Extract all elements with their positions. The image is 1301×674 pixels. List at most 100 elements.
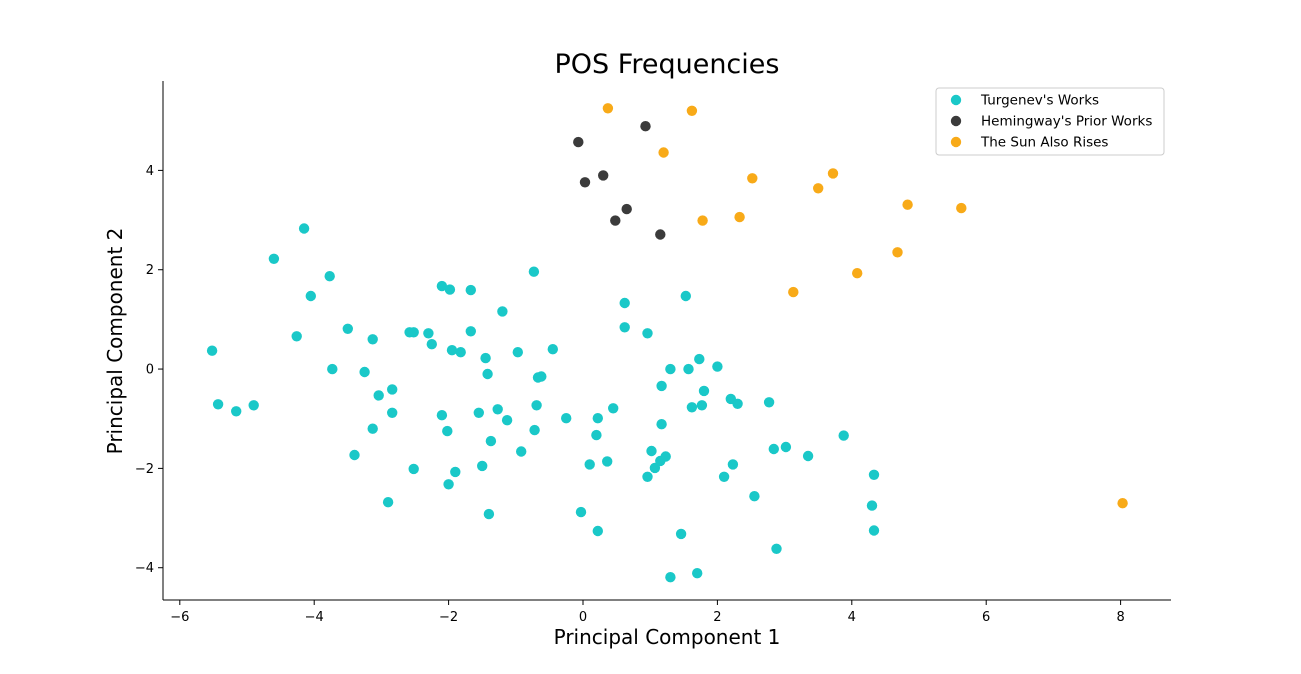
data-point	[771, 543, 782, 554]
data-point	[531, 400, 542, 411]
x-tick-label: −2	[439, 610, 458, 625]
data-point	[592, 413, 603, 424]
data-point	[732, 398, 743, 409]
data-point	[608, 403, 619, 414]
data-point	[656, 419, 667, 430]
data-point	[655, 229, 666, 240]
data-point	[610, 215, 621, 226]
data-point	[327, 363, 338, 375]
data-point	[501, 415, 513, 426]
data-point	[665, 363, 676, 375]
data-point	[465, 326, 476, 337]
data-point	[485, 435, 497, 447]
data-point	[665, 572, 676, 583]
data-point	[827, 168, 839, 179]
x-tick-label: 4	[848, 610, 856, 625]
data-point	[492, 404, 503, 415]
data-point	[868, 469, 880, 480]
data-point	[477, 460, 488, 472]
data-point	[268, 253, 280, 264]
data-point	[423, 328, 434, 339]
data-point	[591, 429, 602, 441]
data-point	[788, 286, 799, 298]
data-point	[579, 177, 591, 188]
data-point	[465, 284, 476, 296]
y-tick-label: 0	[146, 363, 154, 378]
data-point	[602, 456, 613, 467]
data-point	[646, 445, 657, 457]
data-point	[680, 290, 691, 302]
data-point	[324, 271, 335, 282]
data-point	[592, 525, 603, 537]
data-point	[747, 173, 758, 184]
data-point	[382, 497, 394, 508]
y-tick-label: 2	[146, 263, 154, 278]
legend-box	[935, 87, 1165, 156]
data-point	[455, 347, 466, 358]
data-point	[442, 425, 453, 437]
data-point	[727, 459, 739, 470]
data-point	[212, 399, 224, 410]
x-tick-label: −6	[170, 610, 189, 625]
data-point	[619, 297, 630, 309]
data-point	[547, 344, 558, 355]
data-point	[956, 202, 967, 214]
data-point	[868, 525, 880, 536]
data-point	[866, 500, 878, 511]
data-point	[734, 211, 745, 223]
data-point	[698, 385, 710, 397]
data-point	[1117, 498, 1128, 509]
chart-title: POS Frequencies	[555, 49, 780, 80]
data-point	[621, 203, 632, 215]
data-point	[426, 339, 437, 350]
series-0	[206, 223, 880, 583]
data-point	[598, 170, 609, 181]
data-point	[480, 352, 491, 364]
data-point	[483, 508, 495, 520]
series-2	[602, 103, 1128, 509]
x-tick-label: 6	[982, 610, 990, 625]
x-tick-label: −4	[305, 610, 324, 625]
data-point	[387, 407, 398, 418]
legend-marker	[950, 136, 962, 148]
data-point	[584, 459, 595, 470]
legend-marker	[950, 115, 962, 127]
data-point	[349, 449, 360, 461]
data-point	[443, 479, 454, 490]
data-point	[444, 284, 456, 295]
data-point	[802, 450, 814, 462]
x-tick-label: 8	[1116, 610, 1124, 625]
data-point	[696, 400, 708, 411]
data-point	[697, 215, 708, 226]
data-point	[892, 247, 903, 258]
data-point	[231, 406, 242, 417]
data-point	[649, 462, 661, 474]
data-point	[473, 407, 484, 418]
data-point	[658, 147, 669, 158]
data-point	[660, 451, 671, 462]
legend-entries: Turgenev's Works Hemingway's Prior Works T…	[950, 93, 1152, 151]
data-point	[516, 446, 527, 457]
data-point	[450, 466, 461, 478]
data-point	[305, 290, 316, 302]
legend-label: Turgenev's Works	[980, 93, 1099, 109]
data-point	[780, 441, 792, 453]
series-1	[573, 121, 666, 240]
data-point	[536, 371, 547, 382]
y-axis-label: Principal Component 2	[103, 228, 127, 455]
data-point	[692, 568, 703, 579]
data-points	[206, 103, 1128, 583]
data-point	[387, 384, 398, 395]
x-tick-label: 0	[579, 610, 587, 625]
data-point	[342, 323, 353, 334]
legend-marker	[950, 94, 962, 106]
data-point	[359, 366, 370, 378]
data-point	[838, 430, 849, 441]
data-point	[561, 413, 572, 424]
data-point	[686, 402, 698, 413]
data-point	[367, 334, 378, 345]
data-point	[528, 266, 540, 277]
data-point	[512, 347, 523, 358]
data-point	[686, 105, 698, 117]
data-point	[248, 400, 259, 411]
